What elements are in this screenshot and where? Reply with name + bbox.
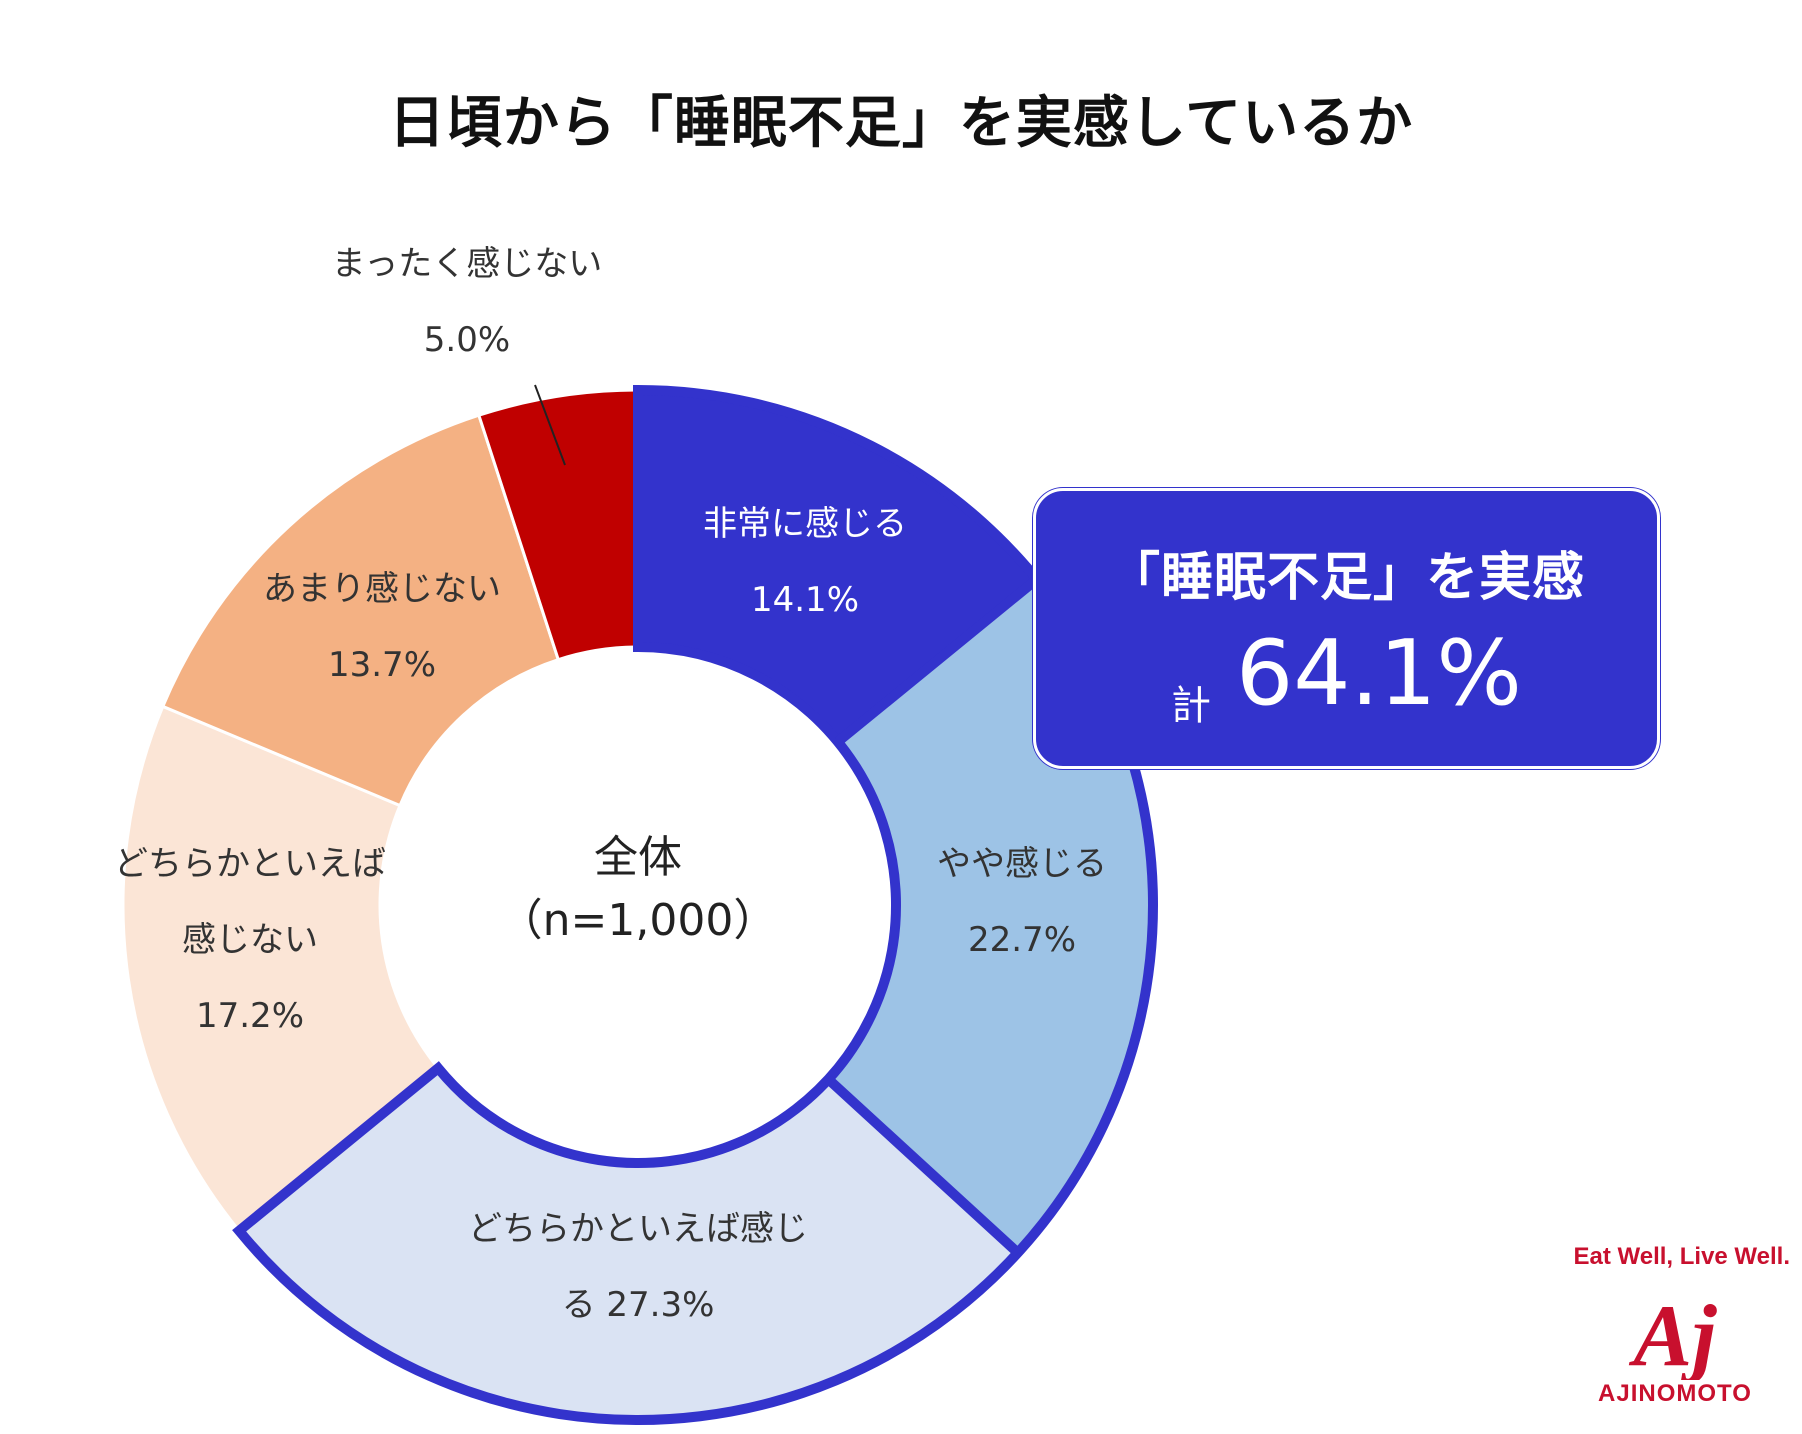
total-callout: 「睡眠不足」を実感 計 64.1%: [1033, 488, 1660, 769]
highlight-separator-1: [834, 575, 1041, 746]
chart-title: 日頃から「睡眠不足」を実感しているか: [388, 91, 1414, 156]
ajinomoto-logo-icon: Aj: [1628, 1288, 1717, 1380]
callout-title: 「睡眠不足」を実感: [1107, 548, 1585, 608]
logo-slogan: Eat Well, Live Well.: [1573, 1243, 1790, 1270]
highlight-separator-2: [824, 1075, 1022, 1257]
logo-brand: AJINOMOTO: [1598, 1380, 1752, 1407]
slice-label-5-line-1: あまり感じない: [263, 569, 501, 609]
center-label-title: 全体: [594, 832, 682, 883]
slice-label-4-line-2: 感じない: [182, 920, 318, 960]
svg-text:Aj: Aj: [1628, 1288, 1717, 1380]
center-label-sample: （n=1,000）: [499, 895, 778, 946]
callout-prefix: 計: [1171, 683, 1211, 729]
slice-label-1-line-1: 非常に感じる: [703, 504, 907, 544]
slice-label-2-line-1: やや感じる: [937, 844, 1107, 884]
donut-slice-4: [121, 704, 441, 1233]
slice-label-1-line-2: 14.1%: [751, 580, 859, 620]
slice-label-6-line-1: まったく感じない: [332, 244, 603, 284]
slice-label-3-line-1: どちらかといえば感じ: [468, 1209, 808, 1249]
slice-label-4-line-1: どちらかといえば: [114, 844, 386, 884]
callout-value: 64.1%: [1236, 621, 1522, 726]
slice-label-4-line-3: 17.2%: [196, 996, 304, 1036]
slice-label-6-line-2: 5.0%: [424, 320, 510, 360]
slice-label-5-line-2: 13.7%: [328, 645, 436, 685]
slice-label-3-line-2: る 27.3%: [562, 1285, 715, 1325]
donut-slice-5: [160, 413, 561, 808]
leader-line: [534, 384, 566, 466]
slice-label-2-line-2: 22.7%: [968, 920, 1076, 960]
